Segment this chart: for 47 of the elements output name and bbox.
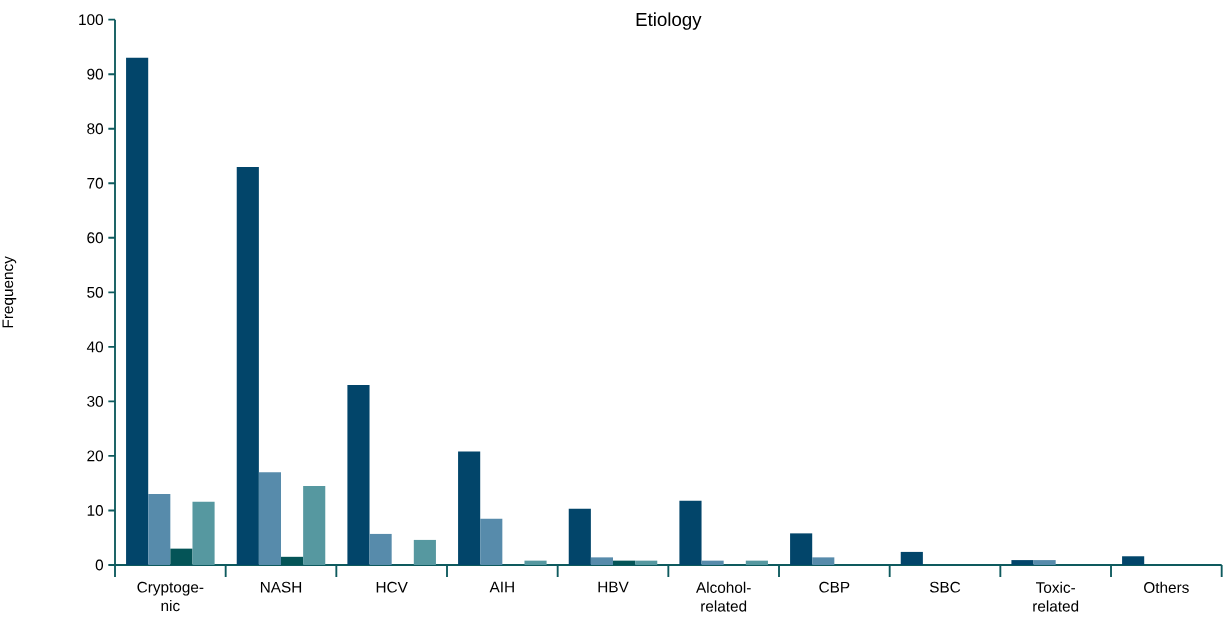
y-tick-label: 20 <box>87 450 104 462</box>
bar <box>148 494 171 565</box>
bar <box>790 533 813 565</box>
y-tick-label: 10 <box>87 505 104 516</box>
y-tick-label: 60 <box>87 232 104 244</box>
bar <box>568 508 591 565</box>
bar <box>413 539 436 565</box>
bar <box>480 518 503 565</box>
bar <box>679 500 702 565</box>
x-tick-label: NASH <box>260 581 302 593</box>
x-tick-label: HCV <box>376 581 408 593</box>
bar <box>745 560 768 565</box>
y-tick-label: 100 <box>79 14 104 26</box>
bar <box>900 551 923 565</box>
x-tick-label: CBP <box>819 581 850 593</box>
x-tick-label: Alcohol-related <box>696 581 751 612</box>
chart-title: Etiology <box>636 12 702 30</box>
bar <box>347 385 370 565</box>
y-tick-label: 50 <box>87 286 104 298</box>
bar <box>303 485 326 565</box>
y-tick-label: 0 <box>95 559 104 571</box>
y-axis-title: Frequency <box>2 256 17 328</box>
bar <box>126 57 149 565</box>
bar <box>192 501 215 565</box>
bar <box>1122 556 1145 565</box>
x-tick-label: Cryptoge-nic <box>137 581 204 612</box>
bar <box>590 557 614 565</box>
bar <box>258 472 282 565</box>
y-tick-label: 30 <box>87 395 104 407</box>
x-tick-label: AIH <box>489 581 514 593</box>
bar <box>635 560 658 565</box>
x-tick-label: Others <box>1144 581 1189 593</box>
bar <box>458 451 481 565</box>
y-tick-label: 90 <box>87 68 104 80</box>
bar <box>1033 560 1056 565</box>
bar <box>701 560 724 565</box>
y-tick-label: 80 <box>87 123 104 135</box>
x-tick-label: HBV <box>598 581 629 593</box>
y-tick-label: 70 <box>87 177 104 189</box>
y-tick-label: 40 <box>86 341 104 353</box>
bar <box>369 533 392 565</box>
bar <box>524 560 547 565</box>
bar <box>1011 560 1034 565</box>
bar <box>812 557 835 565</box>
x-tick-label: SBC <box>929 581 961 593</box>
x-tick-label: Toxic-related <box>1033 581 1079 612</box>
bar <box>236 166 259 565</box>
